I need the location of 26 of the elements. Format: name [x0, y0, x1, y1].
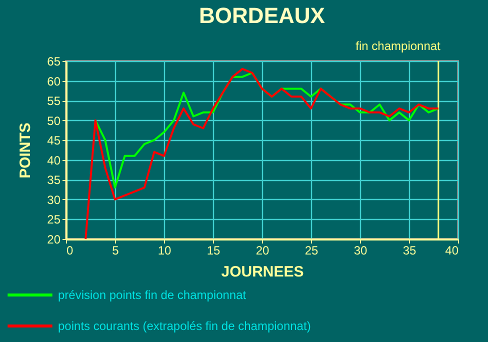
x-axis-title: JOURNEES — [221, 264, 304, 280]
ref-line-label: fin championnat — [356, 39, 442, 53]
x-tick-label: 35 — [402, 244, 416, 258]
x-tick-label: 15 — [206, 244, 220, 258]
x-tick-label: 30 — [354, 244, 368, 258]
y-tick-label: 20 — [47, 232, 61, 246]
y-axis-title: POINTS — [17, 122, 34, 178]
legend-label: prévision points fin de championnat — [58, 288, 247, 302]
chart-title: BORDEAUX — [199, 3, 326, 28]
y-tick-label: 35 — [47, 173, 61, 188]
y-tick-label: 65 — [47, 54, 61, 68]
x-tick-label: 40 — [445, 244, 459, 258]
line-series — [84, 68, 440, 240]
y-tick-label: 55 — [47, 94, 61, 108]
legend-label: points courants (extrapolés fin de championnat) — [58, 319, 311, 333]
x-tick-label: 5 — [112, 244, 120, 258]
y-tick-label: 60 — [47, 74, 61, 88]
y-tick-label: 25 — [47, 212, 61, 227]
y-tick-label: 30 — [47, 192, 61, 207]
y-tick-label: 50 — [47, 114, 61, 128]
x-tick-label: 0 — [66, 244, 74, 258]
x-tick-label: 25 — [304, 244, 318, 258]
x-tick-label: 20 — [256, 244, 270, 258]
y-tick-label: 40 — [47, 153, 61, 168]
y-tick-label: 45 — [47, 134, 61, 148]
x-tick-label: 10 — [158, 244, 172, 258]
